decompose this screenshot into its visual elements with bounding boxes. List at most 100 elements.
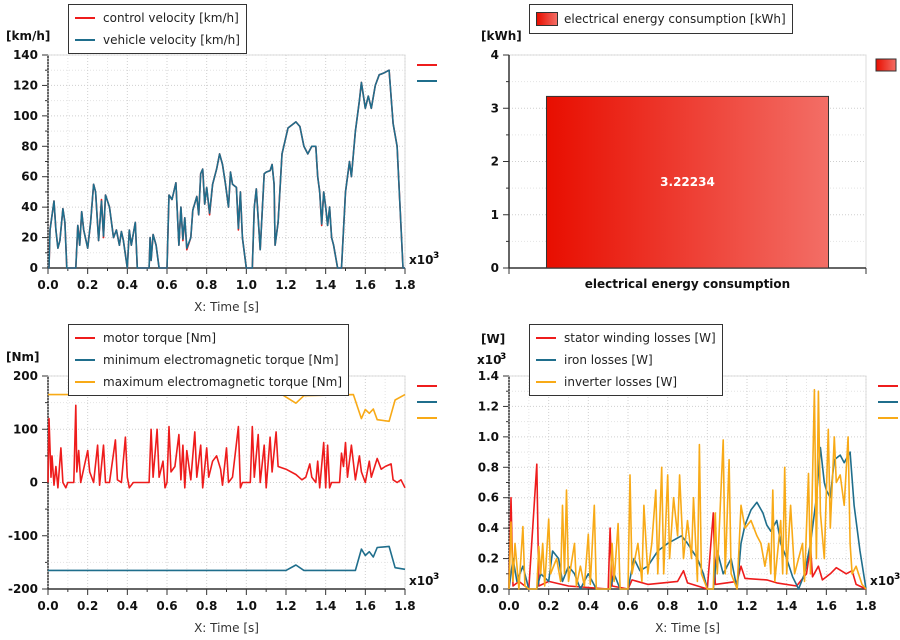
x-multiplier: x10: [870, 574, 894, 588]
y-tick-label: 0: [491, 261, 499, 275]
y-tick-label: 0: [30, 261, 38, 275]
x-tick-label: 0.2: [538, 599, 559, 613]
series-line-3: [48, 393, 406, 423]
x-tick-label: 0.4: [578, 599, 599, 613]
x-tick-label: 0.6: [156, 278, 177, 292]
legend-swatch: [75, 337, 95, 339]
legend-swatch: [536, 359, 556, 361]
series-marker-1: [875, 58, 897, 72]
legend-item: maximum electromagnetic torque [Nm]: [75, 371, 342, 393]
legend-label: minimum electromagnetic torque [Nm]: [103, 353, 339, 367]
x-tick-label: 1.4: [315, 599, 336, 613]
x-tick-label: 1.8: [855, 599, 876, 613]
y-tick-label: 140: [13, 48, 38, 62]
legend-swatch: [536, 12, 558, 26]
legend-item: stator winding losses [W]: [536, 327, 716, 349]
chart-0: 0 20 40 60 80 100 120 140 [km/h] 0.0 0.2 0.4 0.6 0.8 1…: [6, 29, 439, 314]
y-tick-label: -200: [8, 582, 38, 596]
x-tick-label: 0.4: [117, 278, 138, 292]
x-tick-label: 1.2: [275, 599, 296, 613]
y-tick-label: 1.2: [478, 399, 499, 413]
y-multiplier-exponent: 3: [500, 352, 506, 362]
x-multiplier-exponent: 3: [433, 251, 439, 261]
x-tick-label: 0.4: [117, 599, 138, 613]
y-axis-label: [kWh]: [481, 29, 522, 43]
chart-1: 0 1 2 3 4 [kWh] 3.22234 electrical energy consu…: [481, 29, 897, 291]
x-tick-label: 1.4: [776, 599, 797, 613]
legend-label: electrical energy consumption [kWh]: [564, 12, 786, 26]
x-tick-label: 0.2: [77, 278, 98, 292]
legend-item: inverter losses [W]: [536, 371, 716, 393]
x-tick-label: 1.0: [236, 599, 257, 613]
x-tick-label: 1.2: [275, 278, 296, 292]
x-axis-label: X: Time [s]: [655, 621, 720, 635]
y-tick-label: 1.0: [478, 430, 499, 444]
x-tick-label: 1.6: [355, 599, 376, 613]
legend-swatch: [75, 17, 95, 19]
x-tick-label: 0.0: [37, 599, 58, 613]
y-tick-label: 0.4: [478, 521, 499, 535]
y-tick-label: 20: [21, 231, 38, 245]
x-tick-label: 1.8: [394, 599, 415, 613]
y-tick-label: 1: [491, 208, 499, 222]
y-tick-label: 0.0: [478, 582, 499, 596]
y-tick-label: 200: [13, 369, 38, 383]
legend-item: minimum electromagnetic torque [Nm]: [75, 349, 342, 371]
x-tick-label: 1.6: [816, 599, 837, 613]
y-tick-label: 80: [21, 139, 38, 153]
bar-data-label: 3.22234: [660, 175, 715, 189]
x-tick-label: 1.6: [355, 278, 376, 292]
y-tick-label: 100: [13, 422, 38, 436]
legend-label: motor torque [Nm]: [103, 331, 217, 345]
series-line-1: [508, 463, 867, 590]
series-line-3: [508, 388, 867, 590]
y-tick-label: 1.4: [478, 369, 499, 383]
y-tick-label: 0.2: [478, 552, 499, 566]
legend-item: control velocity [km/h]: [75, 7, 240, 29]
x-tick-label: 0.0: [37, 278, 58, 292]
x-tick-label: 0.8: [196, 278, 217, 292]
y-tick-label: 60: [21, 170, 38, 184]
x-axis-label: X: Time [s]: [194, 621, 259, 635]
x-multiplier-exponent: 3: [433, 572, 439, 582]
y-tick-label: 100: [13, 109, 38, 123]
legend-velocity: control velocity [km/h] vehicle velocity…: [68, 4, 247, 54]
legend-item: electrical energy consumption [kWh]: [536, 8, 786, 30]
legend-losses: stator winding losses [W] iron losses [W…: [529, 324, 723, 396]
x-tick-label: 0.0: [498, 599, 519, 613]
x-tick-label: 0.8: [657, 599, 678, 613]
y-tick-label: 4: [491, 48, 499, 62]
x-multiplier: x10: [409, 253, 433, 267]
y-tick-label: -100: [8, 529, 38, 543]
x-tick-label: 1.0: [697, 599, 718, 613]
y-axis-label: [km/h]: [6, 29, 50, 43]
y-axis-label: [W]: [481, 332, 505, 346]
legend-swatch: [75, 39, 95, 41]
legend-item: iron losses [W]: [536, 349, 716, 371]
bar: [545, 95, 830, 269]
x-tick-label: 0.6: [156, 599, 177, 613]
y-multiplier: x10: [477, 353, 501, 367]
legend-item: motor torque [Nm]: [75, 327, 342, 349]
legend-swatch: [536, 337, 556, 339]
x-tick-label: 0.8: [196, 599, 217, 613]
x-tick-label: 1.4: [315, 278, 336, 292]
y-tick-label: 3: [491, 101, 499, 115]
y-tick-label: 0.6: [478, 491, 499, 505]
chart-2: -200 -100 0 100 200 [Nm] 0.0 0.2 0.4 0.6 0.8 1.0 1.2…: [6, 350, 439, 635]
x-axis-label: X: Time [s]: [194, 300, 259, 314]
legend-label: vehicle velocity [km/h]: [103, 33, 240, 47]
legend-label: inverter losses [W]: [564, 375, 678, 389]
y-tick-label: 0: [30, 476, 38, 490]
legend-swatch: [75, 381, 95, 383]
y-tick-label: 120: [13, 78, 38, 92]
x-multiplier: x10: [409, 574, 433, 588]
legend-label: iron losses [W]: [564, 353, 653, 367]
legend-torque: motor torque [Nm] minimum electromagneti…: [68, 324, 350, 396]
y-tick-label: 40: [21, 200, 38, 214]
legend-swatch: [536, 381, 556, 383]
legend-item: vehicle velocity [km/h]: [75, 29, 240, 51]
x-tick-label: 1.8: [394, 278, 415, 292]
